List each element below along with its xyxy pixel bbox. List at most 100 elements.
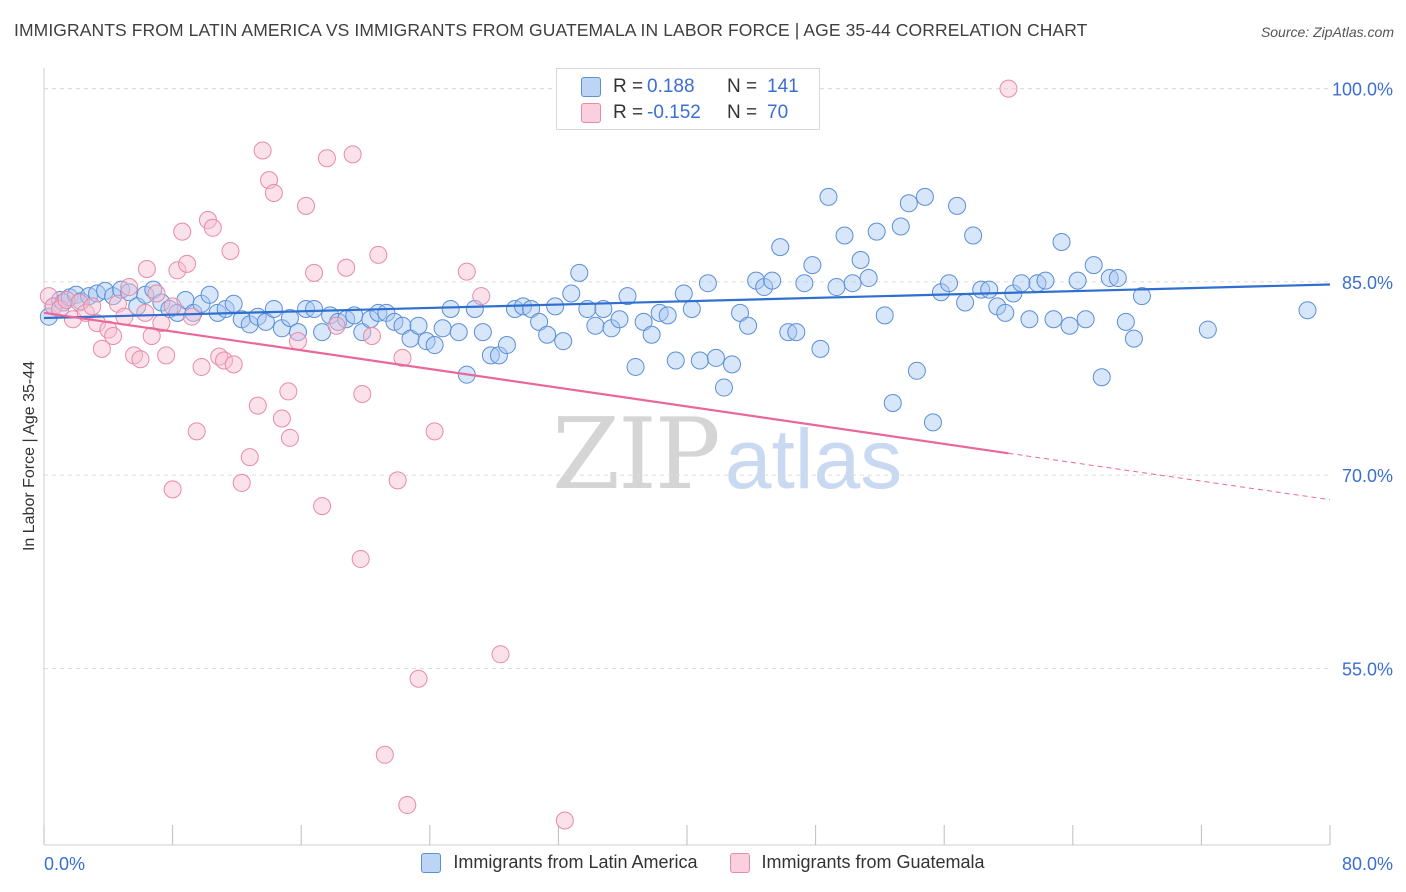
data-point-latin-america [1124, 329, 1143, 348]
x-tick-label: 80.0% [1342, 854, 1393, 874]
data-point-latin-america [996, 303, 1015, 322]
data-point-latin-america [723, 355, 742, 374]
data-point-latin-america [795, 274, 814, 293]
data-point-latin-america [923, 413, 942, 432]
data-point-latin-america [698, 274, 717, 293]
data-point-guatemala [362, 327, 381, 346]
data-point-guatemala [491, 645, 510, 664]
data-point-guatemala [353, 385, 372, 404]
data-point-latin-america [1036, 271, 1055, 290]
data-point-guatemala [221, 241, 240, 260]
legend-r-value: -0.152 [647, 102, 701, 123]
source-label: Source: ZipAtlas.com [1260, 24, 1394, 40]
data-point-latin-america [1092, 368, 1111, 387]
watermark-zip: ZIP [552, 398, 721, 512]
data-point-latin-america [899, 194, 918, 213]
legend-r-label: R = [613, 102, 644, 123]
data-point-guatemala [192, 357, 211, 376]
data-point-latin-america [409, 316, 428, 335]
data-point-latin-america [256, 312, 275, 331]
legend-swatch-pink [581, 103, 601, 123]
data-point-guatemala [409, 669, 428, 688]
trend-line-guatemala-extension [1008, 452, 1331, 501]
data-point-latin-america [530, 312, 549, 331]
y-tick-label: 85.0% [1342, 273, 1393, 293]
data-point-guatemala [136, 303, 155, 322]
data-point-guatemala [393, 348, 412, 367]
data-point-latin-america [473, 323, 492, 342]
data-point-latin-america [626, 357, 645, 376]
data-point-latin-america [441, 299, 460, 318]
data-point-latin-america [353, 323, 372, 342]
data-point-guatemala [351, 549, 370, 568]
data-point-latin-america [1298, 301, 1317, 320]
data-point-latin-america [288, 323, 307, 342]
legend-n-value: 70 [767, 102, 789, 123]
data-point-latin-america [393, 316, 412, 335]
data-point-latin-america [546, 297, 565, 316]
data-point-latin-america [425, 336, 444, 355]
data-point-guatemala [317, 149, 336, 168]
data-point-latin-america [940, 274, 959, 293]
data-point-guatemala [224, 355, 243, 374]
data-point-latin-america [980, 280, 999, 299]
data-point-guatemala [253, 141, 272, 160]
data-point-latin-america [1060, 316, 1079, 335]
data-point-latin-america [1076, 310, 1095, 329]
data-point-guatemala [313, 497, 332, 516]
data-point-latin-america [1052, 232, 1071, 251]
data-point-latin-america [658, 306, 677, 325]
legend-item-guatemala: Immigrants from Guatemala [729, 852, 985, 873]
data-point-guatemala [327, 316, 346, 335]
data-point-latin-america [739, 316, 758, 335]
legend-label-latin-america: Immigrants from Latin America [453, 852, 698, 872]
data-point-guatemala [157, 346, 176, 365]
data-point-latin-america [224, 294, 243, 313]
data-point-latin-america [771, 238, 790, 257]
data-point-guatemala [131, 350, 150, 369]
data-point-latin-america [803, 256, 822, 275]
data-point-latin-america [1044, 310, 1063, 329]
legend-label-guatemala: Immigrants from Guatemala [761, 852, 985, 872]
data-point-latin-america [714, 378, 733, 397]
data-point-latin-america [843, 274, 862, 293]
series-guatemala-points [39, 79, 1018, 830]
data-point-guatemala [83, 297, 102, 316]
data-point-guatemala [163, 297, 182, 316]
trend-line-guatemala [43, 311, 1009, 455]
data-point-latin-america [594, 299, 613, 318]
data-point-guatemala [369, 245, 388, 264]
data-point-guatemala [173, 222, 192, 241]
data-point-latin-america [610, 310, 629, 329]
data-point-guatemala [279, 382, 298, 401]
data-point-latin-america [883, 394, 902, 413]
data-point-latin-america [618, 287, 637, 306]
data-point-guatemala [305, 263, 324, 282]
axes [43, 68, 1331, 846]
y-tick-label: 55.0% [1342, 659, 1393, 679]
series-latin-america-points [39, 187, 1317, 432]
data-point-latin-america [787, 323, 806, 342]
data-point-latin-america [1132, 287, 1151, 306]
data-point-latin-america [811, 339, 830, 358]
data-point-latin-america [554, 332, 573, 351]
data-point-guatemala [168, 261, 187, 280]
legend-n-label: N = [727, 102, 758, 123]
y-tick-label: 70.0% [1342, 466, 1393, 486]
legend-swatch-blue [581, 77, 601, 97]
data-point-latin-america [538, 325, 557, 344]
data-point-latin-america [264, 299, 283, 318]
legend-swatch-blue [421, 852, 442, 873]
data-point-latin-america [1068, 271, 1087, 290]
data-point-latin-america [1198, 320, 1217, 339]
legend-item-latin-america: Immigrants from Latin America [421, 852, 698, 873]
data-point-latin-america [449, 323, 468, 342]
data-point-guatemala [120, 278, 139, 297]
legend-n-label: N = [727, 76, 758, 97]
legend-r-label: R = [613, 76, 644, 97]
data-point-latin-america [562, 284, 581, 303]
data-point-latin-america [915, 187, 934, 206]
data-point-latin-america [1116, 312, 1135, 331]
data-point-guatemala [297, 196, 316, 215]
